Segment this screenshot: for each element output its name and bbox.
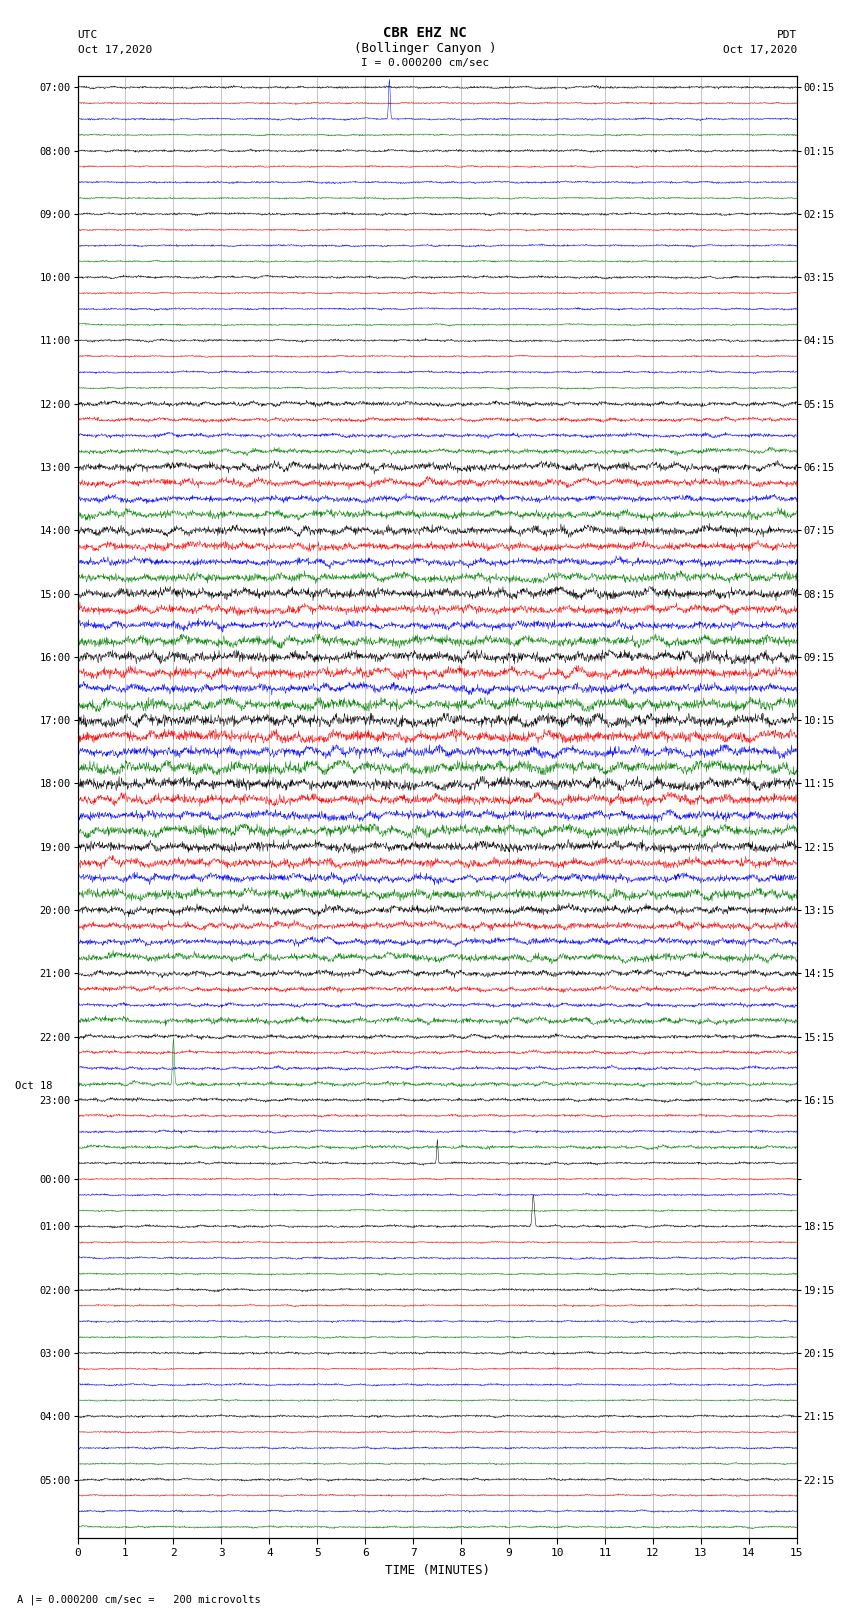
Text: Oct 17,2020: Oct 17,2020 [77,45,152,55]
Text: I = 0.000200 cm/sec: I = 0.000200 cm/sec [361,58,489,68]
Text: A |= 0.000200 cm/sec =   200 microvolts: A |= 0.000200 cm/sec = 200 microvolts [17,1594,261,1605]
Text: Oct 18: Oct 18 [15,1081,53,1090]
Text: Oct 17,2020: Oct 17,2020 [722,45,796,55]
Text: CBR EHZ NC: CBR EHZ NC [383,26,467,40]
X-axis label: TIME (MINUTES): TIME (MINUTES) [385,1565,490,1578]
Text: UTC: UTC [77,31,98,40]
Text: (Bollinger Canyon ): (Bollinger Canyon ) [354,42,496,55]
Text: PDT: PDT [777,31,796,40]
